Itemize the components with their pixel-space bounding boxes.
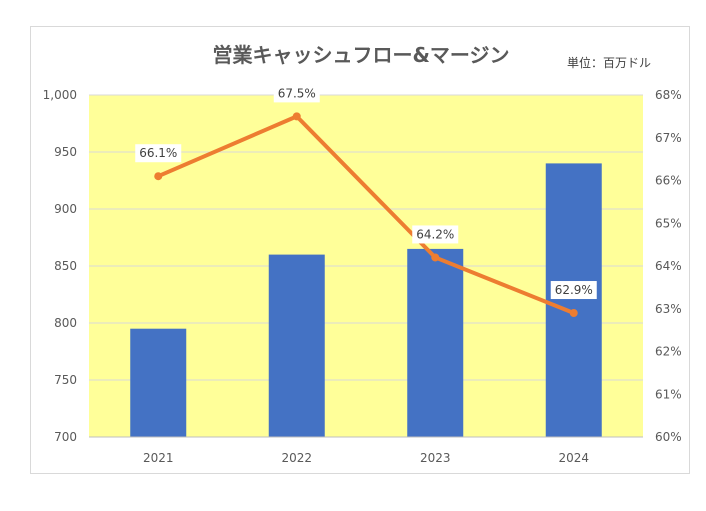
bar — [407, 248, 464, 437]
bar — [545, 163, 602, 437]
y-right-tick-label: 64% — [655, 259, 682, 273]
y-left-tick-label: 850 — [54, 259, 77, 273]
y-right-tick-label: 68% — [655, 88, 682, 102]
line-point — [431, 253, 440, 262]
x-tick-label: 2024 — [558, 451, 589, 465]
y-left-tick-label: 700 — [54, 430, 77, 444]
x-tick-label: 2021 — [143, 451, 174, 465]
y-right-tick-label: 61% — [655, 387, 682, 401]
x-tick-label: 2023 — [420, 451, 451, 465]
y-right-tick-label: 67% — [655, 131, 682, 145]
data-label: 66.1% — [139, 146, 177, 160]
bar — [130, 328, 187, 437]
data-label: 67.5% — [278, 86, 316, 100]
line-series — [154, 112, 578, 318]
data-labels: 66.1% 67.5% 64.2% 62.9% — [135, 84, 597, 300]
y-right-tick-label: 62% — [655, 345, 682, 359]
chart-frame: 営業キャッシュフロー&マージン 単位：百万ドル 700 750 800 850 900 9… — [30, 26, 690, 474]
y-right-tick-label: 66% — [655, 174, 682, 188]
data-label-box — [135, 144, 182, 163]
data-label-box — [412, 225, 459, 244]
y-right-tick-label: 63% — [655, 302, 682, 316]
y-left-tick-label: 750 — [54, 373, 77, 387]
bar-series — [130, 163, 602, 437]
data-label-box — [273, 84, 320, 103]
line-point — [569, 309, 578, 318]
data-label: 62.9% — [555, 283, 593, 297]
chart-title: 営業キャッシュフロー&マージン — [212, 43, 509, 67]
axes: 700 750 800 850 900 950 1,000 60% 61% 62% 63% 64% 65… — [43, 88, 682, 465]
unit-label: 単位：百万ドル — [567, 55, 651, 70]
line-point — [292, 112, 301, 121]
chart-svg: 営業キャッシュフロー&マージン 単位：百万ドル 700 750 800 850 900 9… — [43, 43, 682, 465]
y-left-tick-label: 950 — [54, 145, 77, 159]
bar — [268, 254, 325, 437]
y-left-tick-label: 900 — [54, 202, 77, 216]
data-label-box — [550, 281, 597, 300]
margin-line — [156, 114, 576, 316]
y-right-tick-label: 65% — [655, 216, 682, 230]
y-right-tick-label: 60% — [655, 430, 682, 444]
y-left-tick-label: 800 — [54, 316, 77, 330]
x-tick-label: 2022 — [281, 451, 312, 465]
y-left-tick-label: 1,000 — [43, 88, 77, 102]
line-point — [154, 172, 163, 181]
data-label: 64.2% — [416, 227, 454, 241]
